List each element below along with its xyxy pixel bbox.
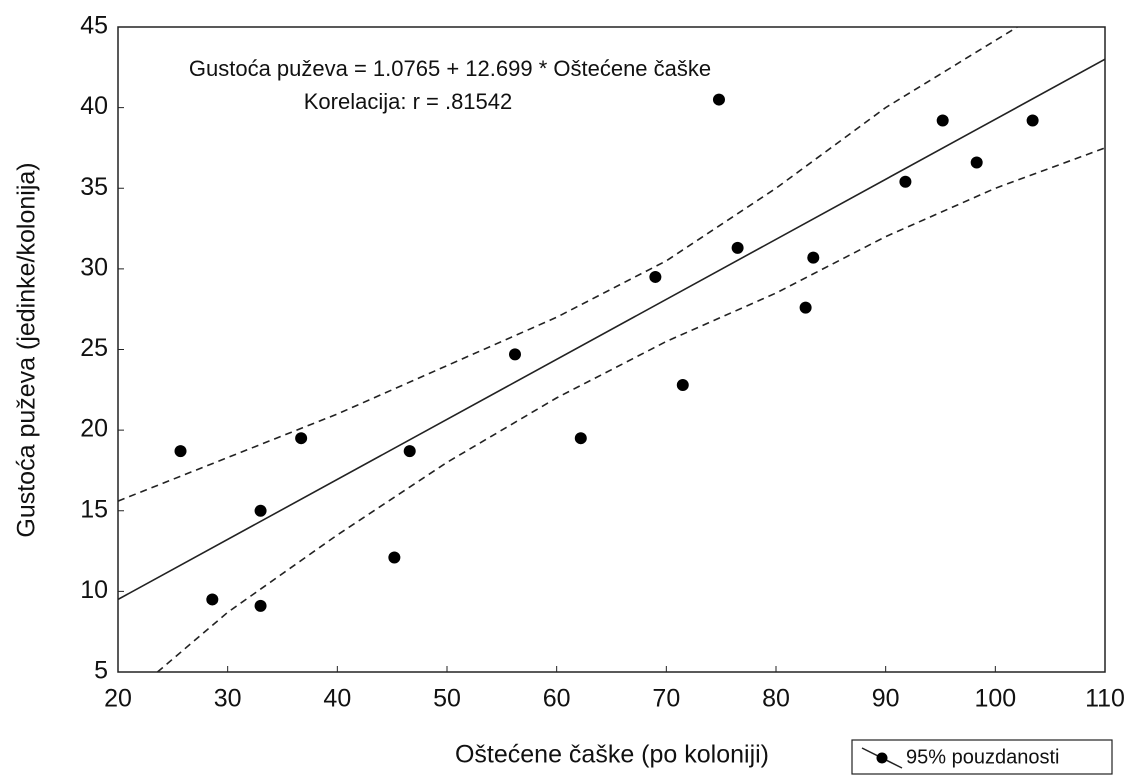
x-tick-label: 50 bbox=[433, 685, 461, 713]
legend bbox=[851, 739, 1113, 775]
y-tick-label: 10 bbox=[80, 576, 108, 604]
x-tick-label: 80 bbox=[762, 685, 790, 713]
x-tick-label: 110 bbox=[1085, 685, 1125, 713]
data-point bbox=[206, 593, 219, 606]
x-tick-label: 60 bbox=[543, 685, 571, 713]
x-tick-label: 70 bbox=[652, 685, 680, 713]
x-axis-label: Oštećene čaške (po koloniji) bbox=[455, 741, 769, 769]
data-point bbox=[254, 504, 267, 517]
data-point bbox=[388, 551, 401, 564]
y-tick-label: 20 bbox=[80, 415, 108, 443]
y-tick-label: 15 bbox=[80, 495, 108, 523]
y-tick-label: 30 bbox=[80, 253, 108, 281]
x-tick-label: 30 bbox=[214, 685, 242, 713]
data-point bbox=[899, 175, 912, 188]
x-tick-label: 90 bbox=[872, 685, 900, 713]
data-point bbox=[731, 241, 744, 254]
data-point bbox=[1026, 114, 1039, 127]
y-tick-label: 35 bbox=[80, 173, 108, 201]
data-point bbox=[712, 93, 725, 106]
correlation: Korelacija: r = .81542 bbox=[304, 89, 513, 114]
data-point bbox=[574, 432, 587, 445]
data-point bbox=[403, 445, 416, 458]
y-tick-label: 40 bbox=[80, 92, 108, 120]
data-point bbox=[649, 270, 662, 283]
lower-confidence-band bbox=[156, 147, 1105, 672]
y-tick-label: 45 bbox=[80, 12, 108, 40]
y-axis-label: Gustoća puževa (jedinke/kolonija) bbox=[13, 162, 41, 537]
data-point bbox=[807, 251, 820, 264]
equation: Gustoća puževa = 1.0765 + 12.699 * Ošteć… bbox=[189, 56, 711, 81]
data-point bbox=[799, 301, 812, 314]
data-point bbox=[676, 378, 689, 391]
plot-frame bbox=[117, 26, 1106, 673]
data-point bbox=[508, 348, 521, 361]
data-point bbox=[970, 156, 983, 169]
x-tick-label: 40 bbox=[323, 685, 351, 713]
legend-marker bbox=[876, 752, 888, 764]
data-point bbox=[295, 432, 308, 445]
y-tick-label: 25 bbox=[80, 334, 108, 362]
x-tick-label: 20 bbox=[104, 685, 132, 713]
x-tick-label: 100 bbox=[974, 685, 1016, 713]
upper-confidence-band bbox=[118, 27, 1018, 502]
regression-line bbox=[118, 58, 1105, 601]
y-tick-label: 5 bbox=[94, 657, 108, 685]
data-point bbox=[174, 445, 187, 458]
data-point bbox=[254, 599, 267, 612]
legend-label: 95% pouzdanosti bbox=[906, 746, 1059, 768]
data-point bbox=[936, 114, 949, 127]
